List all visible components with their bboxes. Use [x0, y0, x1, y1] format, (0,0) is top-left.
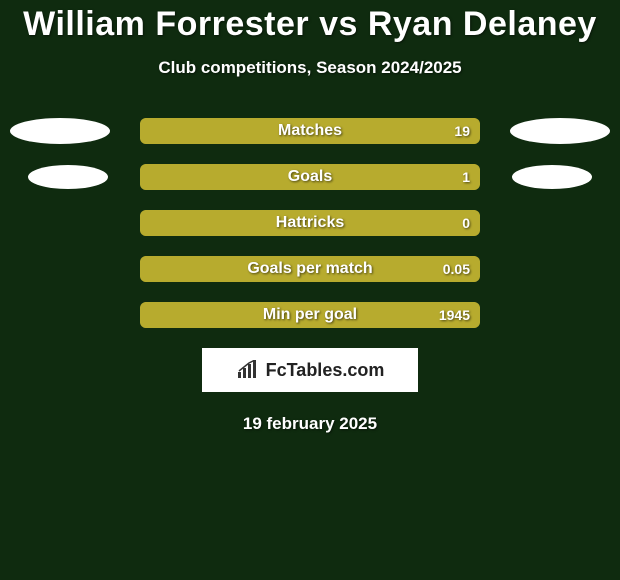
left-slot — [10, 165, 130, 189]
metric-value-right: 0 — [462, 215, 470, 231]
metric-value-right: 1945 — [439, 307, 470, 323]
metric-value-right: 1 — [462, 169, 470, 185]
metric-row: Goals per match 0.05 — [0, 256, 620, 282]
metric-label: Min per goal — [263, 306, 357, 324]
player-right-oval — [512, 165, 592, 189]
comparison-infographic: William Forrester vs Ryan Delaney Club c… — [0, 0, 620, 580]
metric-label: Hattricks — [276, 214, 344, 232]
metric-bar: Min per goal 1945 — [140, 302, 480, 328]
metric-bar: Goals per match 0.05 — [140, 256, 480, 282]
metric-label: Goals — [288, 168, 332, 186]
chart-icon — [236, 360, 260, 380]
metric-label: Matches — [278, 122, 342, 140]
metric-bar: Matches 19 — [140, 118, 480, 144]
metric-value-right: 19 — [454, 123, 470, 139]
metric-bar: Hattricks 0 — [140, 210, 480, 236]
date-text: 19 february 2025 — [0, 414, 620, 434]
right-slot — [490, 118, 610, 144]
metric-label: Goals per match — [247, 260, 372, 278]
logo-text: FcTables.com — [266, 360, 385, 381]
metric-value-right: 0.05 — [443, 261, 470, 277]
right-slot — [490, 165, 610, 189]
metric-row: Matches 19 — [0, 118, 620, 144]
left-slot — [10, 118, 130, 144]
page-title: William Forrester vs Ryan Delaney — [0, 5, 620, 44]
subtitle: Club competitions, Season 2024/2025 — [0, 58, 620, 78]
player-left-oval — [10, 118, 110, 144]
metric-bar: Goals 1 — [140, 164, 480, 190]
metric-row: Min per goal 1945 — [0, 302, 620, 328]
player-right-oval — [510, 118, 610, 144]
metric-rows: Matches 19 Goals 1 Hattricks 0 Goals per match… — [0, 118, 620, 328]
fctables-logo: FcTables.com — [202, 348, 418, 392]
player-left-oval — [28, 165, 108, 189]
metric-row: Hattricks 0 — [0, 210, 620, 236]
metric-row: Goals 1 — [0, 164, 620, 190]
logo-wrap: FcTables.com — [0, 348, 620, 392]
